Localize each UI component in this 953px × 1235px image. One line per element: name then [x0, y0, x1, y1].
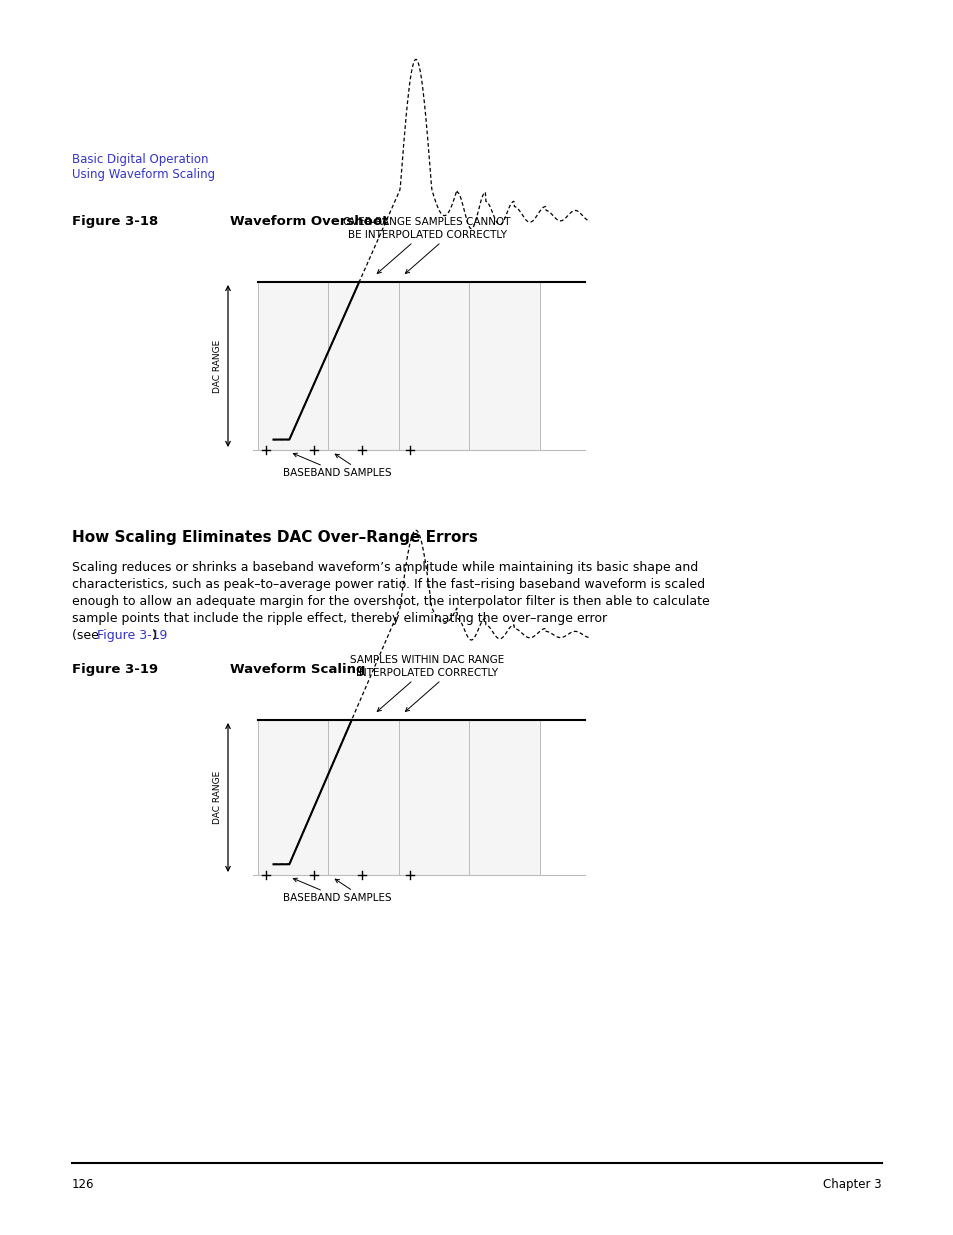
Text: OVER-RANGE SAMPLES CANNOT: OVER-RANGE SAMPLES CANNOT: [343, 217, 511, 227]
Text: 126: 126: [71, 1178, 94, 1191]
Text: Waveform Overshoot: Waveform Overshoot: [230, 215, 388, 228]
Text: Figure 3-19: Figure 3-19: [71, 663, 158, 676]
Text: Waveform Scaling: Waveform Scaling: [230, 663, 365, 676]
Text: Chapter 3: Chapter 3: [822, 1178, 882, 1191]
Text: Scaling reduces or shrinks a baseband waveform’s amplitude while maintaining its: Scaling reduces or shrinks a baseband wa…: [71, 561, 698, 574]
Text: Using Waveform Scaling: Using Waveform Scaling: [71, 168, 214, 182]
Bar: [257, 282, 539, 450]
Text: How Scaling Eliminates DAC Over–Range Errors: How Scaling Eliminates DAC Over–Range Er…: [71, 530, 477, 545]
Text: SAMPLES WITHIN DAC RANGE: SAMPLES WITHIN DAC RANGE: [350, 655, 504, 664]
Text: enough to allow an adequate margin for the overshoot, the interpolator filter is: enough to allow an adequate margin for t…: [71, 595, 709, 608]
Text: Figure 3-19: Figure 3-19: [97, 629, 168, 642]
Text: BE INTERPOLATED CORRECTLY: BE INTERPOLATED CORRECTLY: [347, 230, 506, 240]
Bar: [257, 720, 539, 876]
Text: BASEBAND SAMPLES: BASEBAND SAMPLES: [282, 893, 391, 903]
Text: DAC RANGE: DAC RANGE: [213, 771, 222, 824]
Text: INTERPOLATED CORRECTLY: INTERPOLATED CORRECTLY: [355, 668, 497, 678]
Text: characteristics, such as peak–to–average power ratio. If the fast–rising baseban: characteristics, such as peak–to–average…: [71, 578, 704, 592]
Text: (see: (see: [71, 629, 103, 642]
Text: DAC RANGE: DAC RANGE: [213, 340, 222, 393]
Text: BASEBAND SAMPLES: BASEBAND SAMPLES: [282, 468, 391, 478]
Text: Basic Digital Operation: Basic Digital Operation: [71, 153, 209, 165]
Text: ).: ).: [152, 629, 161, 642]
Text: Figure 3-18: Figure 3-18: [71, 215, 158, 228]
Text: sample points that include the ripple effect, thereby eliminating the over–range: sample points that include the ripple ef…: [71, 613, 606, 625]
